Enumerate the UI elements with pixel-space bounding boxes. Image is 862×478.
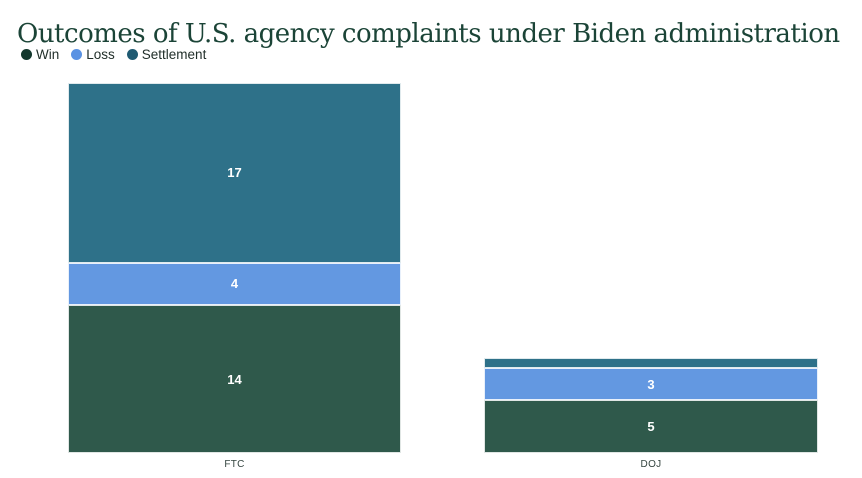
bar-segment-ftc-settlement[interactable]: 17	[68, 83, 401, 263]
bar-value-label: 14	[227, 371, 242, 387]
legend-item-loss[interactable]: Loss	[71, 48, 115, 62]
bar-segment-doj-win[interactable]: 5	[484, 400, 818, 453]
bar-segment-doj-settlement[interactable]	[484, 357, 818, 369]
bar-value-label: 5	[647, 419, 655, 435]
win-legend-dot-icon	[21, 49, 32, 61]
bar-value-label: 3	[647, 376, 655, 392]
legend-label-loss: Loss	[86, 47, 115, 62]
bar-value-label: 4	[230, 276, 239, 292]
settlement-legend-dot-icon	[126, 49, 138, 61]
legend: Win Loss Settlement	[21, 48, 206, 62]
loss-legend-dot-icon	[71, 49, 83, 61]
chart-title: Outcomes of U.S. agency complaints under…	[17, 19, 840, 50]
bar-value-label: 17	[227, 165, 242, 181]
bar-segment-ftc-loss[interactable]: 4	[68, 262, 401, 305]
legend-item-win[interactable]: Win	[21, 48, 59, 62]
bar-segment-doj-loss[interactable]: 3	[484, 368, 818, 401]
legend-item-settlement[interactable]: Settlement	[126, 47, 207, 62]
bar-segment-ftc-win[interactable]: 14	[68, 305, 401, 453]
legend-label-win: Win	[36, 47, 60, 62]
category-label-ftc: FTC	[224, 459, 245, 470]
category-label-doj: DOJ	[640, 459, 662, 470]
legend-label-settlement: Settlement	[141, 47, 207, 62]
